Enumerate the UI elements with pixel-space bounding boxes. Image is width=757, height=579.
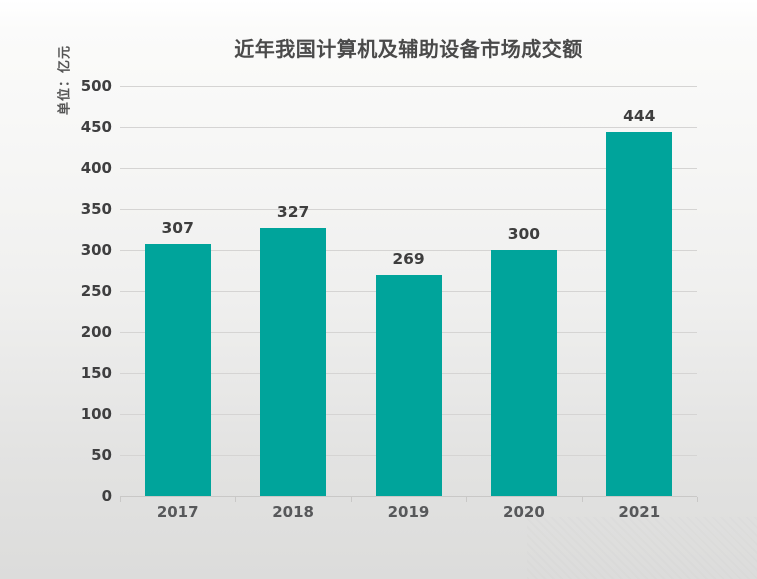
gridline: [120, 86, 697, 87]
x-category-label: 2017: [156, 503, 199, 521]
x-axis-tick: [120, 497, 121, 502]
x-axis-tick: [350, 497, 352, 502]
x-category-label: 2018: [272, 503, 314, 521]
bar-2017: [144, 244, 211, 496]
y-tick-label: 200: [80, 323, 112, 341]
gridline: [120, 209, 697, 210]
y-tick-label: 50: [91, 446, 112, 464]
y-tick-label: 400: [80, 159, 112, 177]
y-tick-label: 150: [80, 364, 112, 382]
x-category-label: 2021: [618, 503, 661, 521]
y-tick-label: 450: [80, 118, 112, 136]
x-axis-line: [120, 496, 697, 497]
y-tick-label: 0: [101, 487, 112, 505]
y-tick-label: 100: [80, 405, 112, 423]
bar-2020: [490, 250, 557, 496]
watermark-texture: [527, 517, 757, 579]
bar-value-label: 269: [392, 250, 425, 269]
x-axis-tick: [697, 497, 698, 502]
bar-value-label: 327: [276, 202, 310, 221]
x-axis-tick: [235, 497, 237, 502]
x-axis-tick: [466, 497, 468, 502]
bar-2018: [260, 227, 327, 496]
y-tick-label: 500: [80, 77, 112, 95]
y-tick-label: 300: [80, 241, 112, 259]
bar-value-label: 300: [507, 225, 541, 243]
bar-2019: [375, 275, 442, 496]
bar-value-label: 444: [623, 106, 656, 125]
bar-value-label: 307: [161, 219, 194, 238]
gridline: [120, 168, 697, 169]
bar-2021: [606, 131, 673, 496]
x-category-label: 2019: [387, 503, 430, 521]
y-tick-label: 350: [80, 200, 112, 218]
x-axis-tick: [581, 497, 583, 502]
x-category-label: 2020: [503, 503, 545, 521]
gridline: [120, 127, 697, 128]
y-tick-label: 250: [80, 282, 112, 300]
gridline: [120, 250, 697, 251]
chart-title: 近年我国计算机及辅助设备市场成交额: [234, 37, 583, 61]
